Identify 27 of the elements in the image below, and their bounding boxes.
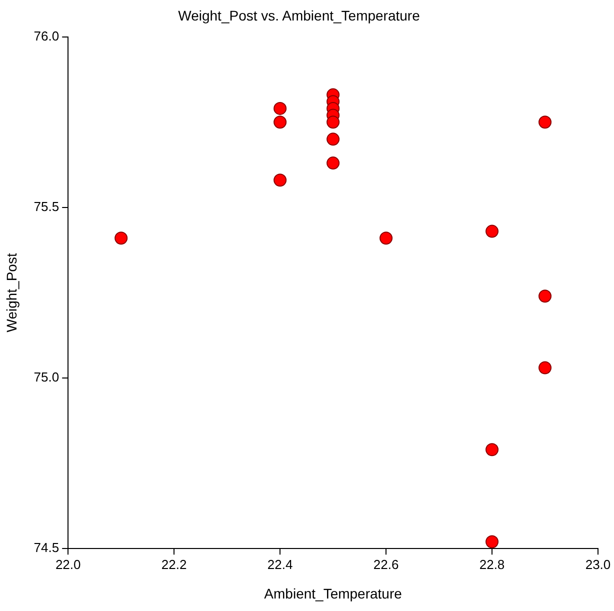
point — [326, 132, 340, 146]
x-tick-label: 22.8 — [479, 556, 505, 572]
y-tick-label: 75.0 — [34, 370, 60, 385]
point — [538, 116, 552, 129]
x-tick-label: 22.4 — [267, 556, 293, 572]
x-tick-label: 23.0 — [585, 556, 611, 572]
point — [274, 174, 287, 187]
point — [274, 116, 287, 129]
y-tick-label: 76.0 — [34, 28, 60, 44]
point — [326, 116, 340, 129]
y-tick-label: 74.5 — [34, 540, 60, 556]
point — [538, 361, 552, 374]
point — [326, 156, 340, 170]
x-tick-label: 22.6 — [373, 556, 399, 572]
point — [114, 232, 128, 245]
y-axis-title: Weight_Post — [3, 253, 20, 332]
chart-title: Weight_Post vs. Ambient_Temperature — [178, 7, 420, 24]
x-tick-label: 22.0 — [55, 556, 81, 572]
y-tick-label: 75.5 — [34, 198, 60, 214]
point — [486, 224, 499, 238]
x-axis-title: Ambient_Temperature — [264, 585, 402, 602]
point — [538, 290, 552, 303]
point — [274, 102, 287, 115]
point — [380, 232, 393, 245]
x-tick-label: 22.2 — [161, 556, 187, 572]
point — [486, 443, 499, 456]
point — [486, 535, 499, 548]
